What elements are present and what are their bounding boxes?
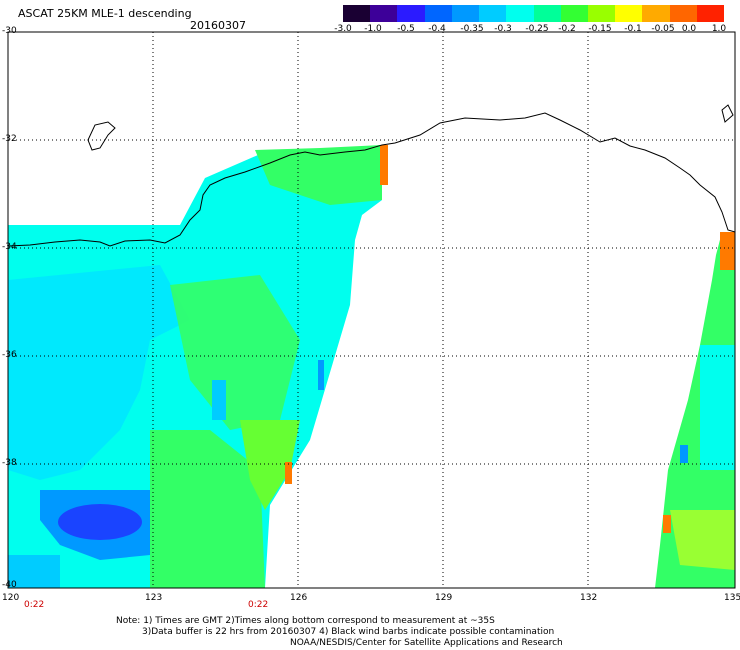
lon-label: 129 [435,593,453,603]
colorbar-segment [587,5,616,22]
colorbar-label: -0.15 [588,24,612,34]
lon-label: 120 [2,593,20,603]
colorbar-segment [479,5,507,22]
lon-label: 126 [290,593,308,603]
date-label: 20160307 [190,19,246,32]
colorbar-segment [696,5,725,22]
colorbar-label: -0.25 [525,24,549,34]
colorbar-label: -3.0 [334,24,352,34]
colorbar-segment [615,5,643,22]
right-swath [655,232,735,588]
lon-label: 123 [145,593,163,603]
colorbar-label: -0.2 [558,24,576,34]
colorbar-segment [533,5,562,22]
island [87,121,116,151]
colorbar-label: -0.1 [624,24,642,34]
colorbar-label: 1.0 [711,24,727,34]
lat-label: -36 [2,350,17,360]
note-line: 3)Data buffer is 22 hrs from 20160307 4)… [142,627,555,637]
lat-label: -40 [2,580,17,590]
colorbar-labels: -3.0 -1.0 -0.5 -0.4 -0.35 -0.3 -0.25 -0.… [0,24,740,38]
colorbar [343,5,725,22]
title: ASCAT 25KM MLE-1 descending [18,7,192,20]
colorbar-label: -0.4 [428,24,446,34]
lat-label: -38 [2,458,17,468]
colorbar-label: -0.3 [494,24,512,34]
colorbar-segment [451,5,480,22]
lon-label: 132 [580,593,598,603]
lon-label: 135 [724,593,740,603]
note-line: Note: 1) Times are GMT 2)Times along bot… [116,616,495,626]
note-line: NOAA/NESDIS/Center for Satellite Applica… [290,638,563,648]
colorbar-segment [669,5,698,22]
colorbar-segment [397,5,426,22]
colorbar-segment [506,5,534,22]
lat-label: -30 [2,26,17,36]
lat-label: -32 [2,134,17,144]
pass-time: 0:22 [248,600,269,610]
left-swath [8,145,388,588]
graticule [8,31,735,588]
colorbar-label: -0.35 [460,24,484,34]
colorbar-segment [424,5,453,22]
lat-label: -34 [2,242,17,252]
colorbar-segment [370,5,398,22]
pass-time: 0:22 [24,600,45,610]
map-frame [7,31,736,589]
colorbar-label: 0.0 [681,24,697,34]
colorbar-segment [343,5,371,22]
colorbar-segment [560,5,589,22]
colorbar-label: -0.5 [397,24,415,34]
colorbar-label: -1.0 [364,24,382,34]
colorbar-segment [642,5,671,22]
island [721,104,734,123]
colorbar-label: -0.05 [651,24,675,34]
